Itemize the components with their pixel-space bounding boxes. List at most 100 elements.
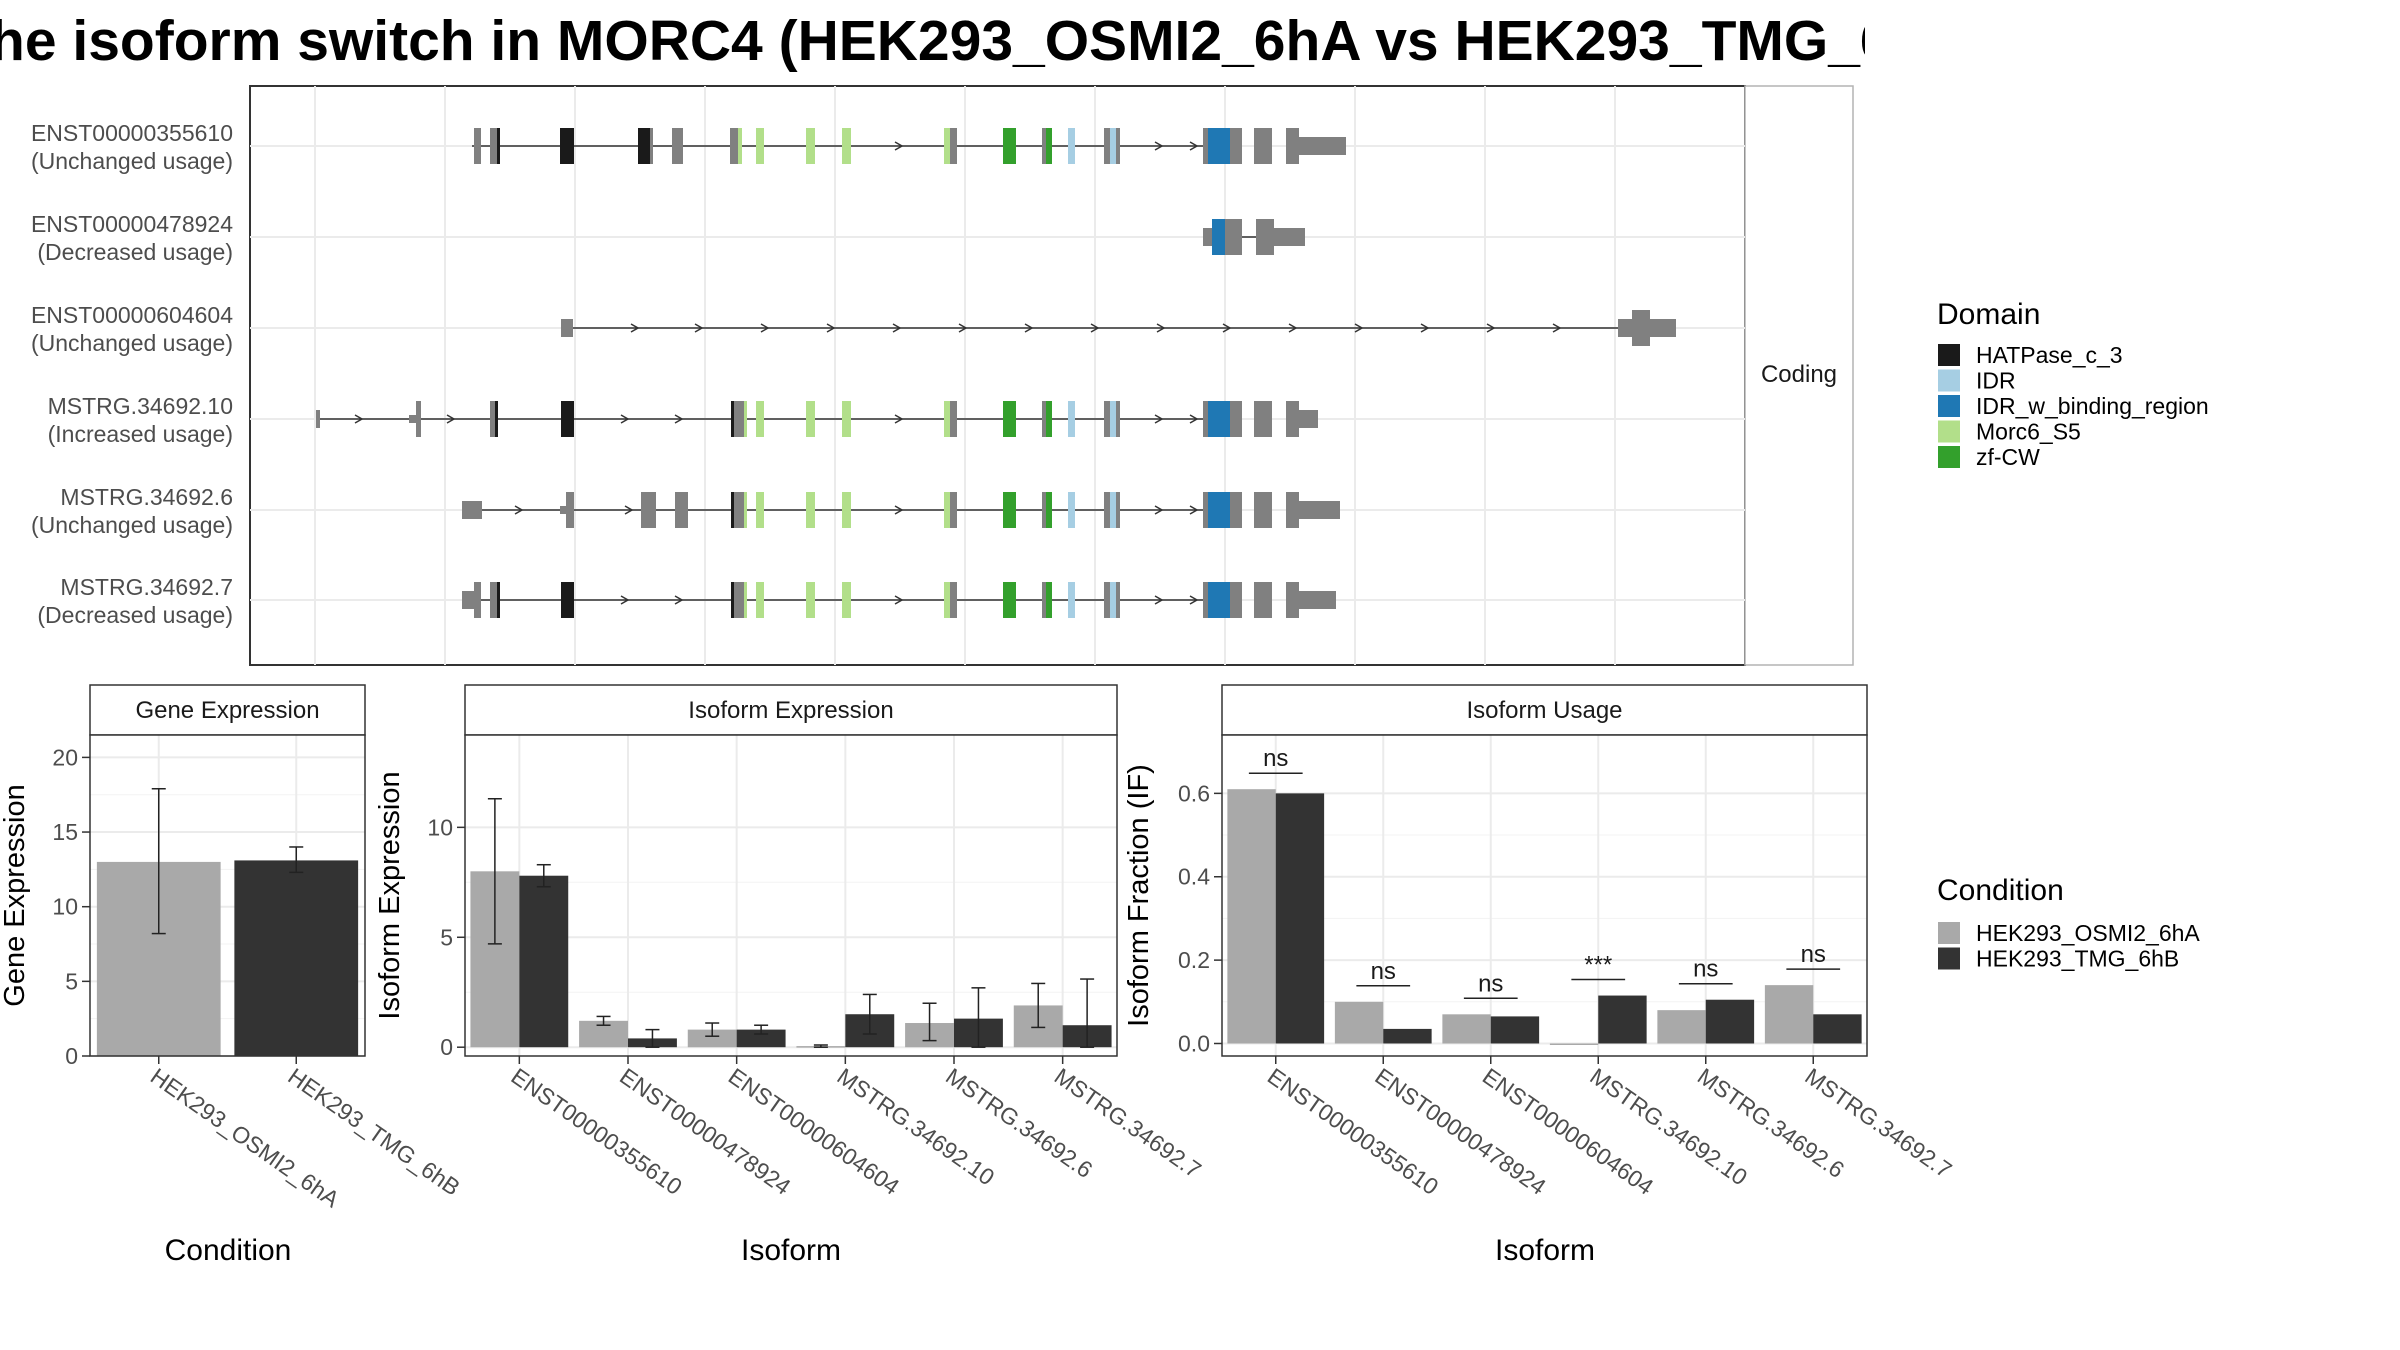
exon-segment <box>1286 401 1299 437</box>
bar <box>736 1029 786 1048</box>
strand-arrow <box>446 414 456 424</box>
exon-segment <box>1299 137 1346 155</box>
transcript-usage-label: (Decreased usage) <box>37 602 233 628</box>
exon-segment <box>1208 128 1230 164</box>
panel-border <box>1221 734 1868 1057</box>
y-axis-label: Isoform Expression <box>374 771 406 1019</box>
strand-arrow <box>620 414 630 424</box>
condition-legend-swatch <box>1938 947 1960 970</box>
strand-arrow <box>620 595 630 605</box>
panel-strip <box>89 684 366 736</box>
bar <box>1549 1043 1599 1045</box>
domain-legend-label: Morc6_S5 <box>1976 419 2081 445</box>
significance-label: ns <box>1801 941 1826 968</box>
domain-legend-title: Domain <box>1937 298 2040 331</box>
exon-segment <box>1203 228 1212 246</box>
exon-segment <box>474 128 481 164</box>
domain-legend-label: IDR <box>1976 368 2016 394</box>
exon-segment <box>1299 410 1318 428</box>
exon-segment <box>561 319 573 337</box>
exon-segment <box>1299 591 1336 609</box>
exon-segment <box>675 492 688 528</box>
domain-legend-swatch <box>1938 420 1960 443</box>
exon-segment <box>731 401 734 437</box>
exon-segment <box>734 492 744 528</box>
exon-segment <box>842 128 851 164</box>
significance-label: ns <box>1263 745 1288 772</box>
exon-segment <box>462 591 474 609</box>
strand-arrow <box>674 414 684 424</box>
bar <box>1705 999 1755 1044</box>
exon-segment <box>734 401 744 437</box>
transcript-usage-label: (Unchanged usage) <box>31 512 233 538</box>
exon-segment <box>409 415 416 423</box>
transcript-usage-label: (Decreased usage) <box>37 239 233 265</box>
significance-label: ns <box>1693 956 1718 983</box>
exon-segment <box>474 582 481 618</box>
exon-segment <box>842 492 851 528</box>
exon-segment <box>1212 219 1225 255</box>
strand-arrow <box>1189 505 1199 515</box>
exon-segment <box>1116 401 1120 437</box>
significance-label: ns <box>1371 958 1396 985</box>
y-tick-label: 0.2 <box>1178 947 1210 973</box>
exon-segment <box>806 582 815 618</box>
exon-segment <box>806 492 815 528</box>
significance-label: ns <box>1478 970 1503 997</box>
exon-segment <box>1208 492 1230 528</box>
exon-segment <box>744 582 747 618</box>
bar <box>1490 1016 1540 1044</box>
strand-arrow <box>1154 505 1164 515</box>
exon-segment <box>316 410 320 428</box>
transcript-usage-label: (Increased usage) <box>48 421 233 447</box>
exon-segment <box>1068 401 1075 437</box>
exon-segment <box>806 128 815 164</box>
condition-legend-title: Condition <box>1937 874 2064 907</box>
y-tick-label: 0.4 <box>1178 864 1210 890</box>
strand-arrow <box>674 595 684 605</box>
transcript-id-label: MSTRG.34692.7 <box>60 574 233 600</box>
exon-segment <box>1225 219 1242 255</box>
exon-segment <box>1254 401 1272 437</box>
y-tick-label: 15 <box>52 819 78 845</box>
strand-arrow <box>1154 595 1164 605</box>
exon-segment <box>756 582 764 618</box>
bar <box>1442 1014 1491 1044</box>
exon-segment <box>1274 228 1305 246</box>
strand-arrow <box>1154 414 1164 424</box>
exon-segment <box>561 401 574 437</box>
exon-segment <box>1046 492 1052 528</box>
bar <box>1657 1010 1706 1044</box>
exon-segment <box>1110 401 1116 437</box>
strand-arrow <box>894 595 904 605</box>
domain-legend-label: zf-CW <box>1976 444 2040 470</box>
strand-arrow <box>1024 323 1034 333</box>
domain-legend: Domain HATPase_c_3IDRIDR_w_binding_region… <box>1937 298 2209 470</box>
exon-segment <box>1068 582 1075 618</box>
significance-label: *** <box>1584 952 1612 979</box>
transcript-id-label: ENST00000478924 <box>31 211 233 237</box>
strand-arrow <box>624 505 634 515</box>
panel-strip <box>464 684 1118 736</box>
strand-arrow <box>1420 323 1430 333</box>
strand-arrow <box>514 505 524 515</box>
exon-segment <box>1632 310 1650 346</box>
y-tick-label: 0 <box>65 1043 78 1069</box>
y-tick-label: 0 <box>440 1034 453 1060</box>
strand-arrow <box>894 414 904 424</box>
exon-segment <box>1104 401 1110 437</box>
exon-segment <box>1042 128 1046 164</box>
exon-segment <box>1286 492 1299 528</box>
exon-segment <box>1116 492 1120 528</box>
panel-plot-area <box>465 735 1117 1056</box>
structure-strip-label: Coding <box>1761 361 1837 388</box>
exon-segment <box>1230 492 1242 528</box>
exon-segment <box>1230 582 1242 618</box>
transcript-id-label: MSTRG.34692.10 <box>48 393 233 419</box>
strand-arrow <box>354 414 364 424</box>
exon-segment <box>1003 128 1016 164</box>
exon-segment <box>1650 319 1676 337</box>
